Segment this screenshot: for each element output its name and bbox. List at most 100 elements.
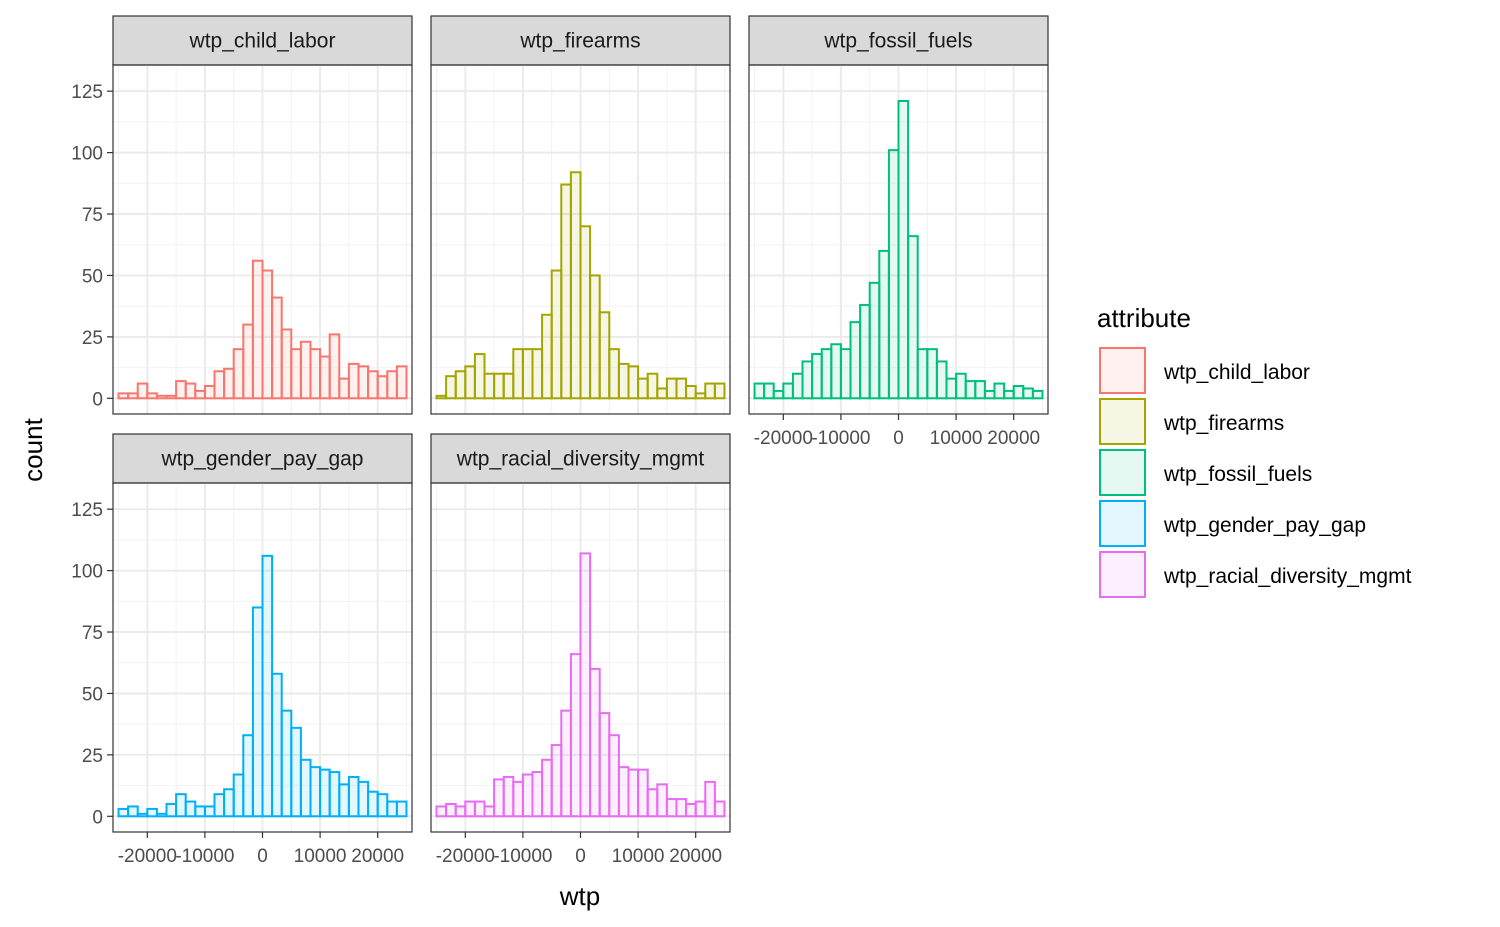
histogram-bar bbox=[483, 805, 496, 818]
histogram-bar bbox=[165, 803, 178, 818]
y-tick-label: 100 bbox=[71, 562, 103, 583]
x-tick-label: 20000 bbox=[987, 428, 1040, 449]
strip-background bbox=[112, 15, 413, 66]
legend-key-background bbox=[1099, 398, 1146, 445]
histogram-bar bbox=[242, 734, 254, 818]
histogram-bar bbox=[136, 812, 149, 818]
x-tick-label: -20000 bbox=[436, 846, 495, 867]
y-tick-label: 75 bbox=[82, 205, 103, 226]
histogram-bar bbox=[550, 744, 563, 818]
histogram-bar bbox=[820, 348, 833, 400]
histogram-bar bbox=[473, 800, 486, 818]
histogram-bar bbox=[473, 353, 486, 400]
histogram-bar bbox=[935, 360, 948, 400]
strip-label: wtp_racial_diversity_mgmt bbox=[456, 448, 705, 471]
strip-background bbox=[112, 433, 413, 484]
legend-key-background bbox=[1099, 551, 1146, 598]
histogram-bar bbox=[184, 800, 197, 818]
histogram-bar bbox=[386, 800, 398, 818]
histogram-bar bbox=[521, 773, 534, 818]
histogram-bar bbox=[608, 734, 620, 818]
histogram-bar bbox=[299, 758, 312, 818]
histogram-bar bbox=[203, 385, 216, 400]
x-tick-label: 0 bbox=[575, 846, 586, 867]
histogram-bar bbox=[155, 394, 168, 400]
histogram-bar bbox=[146, 807, 158, 818]
legend-key bbox=[1099, 551, 1146, 598]
legend-key bbox=[1099, 500, 1146, 547]
histogram-bar bbox=[964, 380, 977, 400]
histogram-bar bbox=[579, 552, 592, 818]
histogram-bar bbox=[261, 269, 274, 400]
panel-wtp_racial_diversity_mgmt: wtp_racial_diversity_mgmt -20000-10000 0 10… bbox=[430, 433, 731, 867]
panel-border bbox=[112, 64, 413, 415]
histogram-bar bbox=[338, 377, 350, 400]
x-tick-label: -10000 bbox=[493, 846, 552, 867]
x-tick-label: 10000 bbox=[294, 846, 347, 867]
histogram-bar bbox=[897, 100, 910, 400]
panel-wtp_fossil_fuels: wtp_fossil_fuels -20000-10000 0 10000 20000 bbox=[748, 15, 1049, 449]
histogram-bar bbox=[299, 340, 312, 400]
x-tick-label: -10000 bbox=[811, 428, 870, 449]
histogram-bar bbox=[704, 780, 716, 818]
histogram-bar bbox=[127, 805, 139, 818]
histogram-bar bbox=[926, 348, 938, 400]
histogram-bar bbox=[675, 377, 688, 400]
x-tick-label: 20000 bbox=[669, 846, 722, 867]
histogram-bar bbox=[223, 788, 235, 818]
histogram-bar bbox=[569, 171, 582, 400]
histogram-bar bbox=[955, 372, 967, 400]
histogram-bar bbox=[713, 382, 726, 400]
x-tick-label: 10000 bbox=[930, 428, 983, 449]
histogram-bar bbox=[608, 348, 620, 400]
y-tick-label: 25 bbox=[82, 746, 103, 767]
legend-label: wtp_racial_diversity_mgmt bbox=[1163, 565, 1412, 588]
histogram-bar bbox=[213, 370, 226, 400]
histogram-bar bbox=[155, 812, 168, 818]
y-tick-label: 0 bbox=[92, 389, 103, 410]
strip-background bbox=[430, 433, 731, 484]
histogram-bar bbox=[907, 235, 919, 400]
legend-key-background bbox=[1099, 347, 1146, 394]
histogram-bar bbox=[175, 380, 187, 400]
strip-background bbox=[748, 15, 1049, 66]
histogram-bar bbox=[493, 778, 505, 818]
legend-label: wtp_child_labor bbox=[1163, 361, 1310, 384]
y-axis-title: count bbox=[18, 417, 48, 481]
histogram-bar bbox=[309, 348, 322, 400]
legend-label: wtp_gender_pay_gap bbox=[1163, 514, 1366, 537]
histogram-bar bbox=[464, 365, 476, 400]
histogram-bar bbox=[1031, 389, 1044, 400]
histogram-bar bbox=[223, 367, 235, 400]
histogram-bar bbox=[232, 773, 245, 818]
histogram-bar bbox=[887, 149, 900, 400]
histogram-bar bbox=[232, 348, 245, 400]
histogram-bar bbox=[811, 353, 823, 400]
histogram-bar bbox=[127, 392, 139, 400]
histogram-bar bbox=[251, 606, 264, 818]
legend-key-background bbox=[1099, 500, 1146, 547]
histogram-bar bbox=[376, 375, 389, 400]
histogram-bar bbox=[367, 790, 379, 818]
histogram-bar bbox=[165, 394, 178, 400]
histogram-bar bbox=[146, 392, 158, 400]
legend-key-background bbox=[1099, 449, 1146, 496]
histogram-bar bbox=[347, 362, 360, 400]
histogram-bar bbox=[704, 382, 716, 400]
histogram-bar bbox=[763, 382, 775, 400]
y-tick-label: 25 bbox=[82, 328, 103, 349]
histogram-bar bbox=[830, 343, 842, 400]
x-tick-label: -20000 bbox=[754, 428, 813, 449]
histogram-bar bbox=[357, 780, 370, 818]
histogram-bar bbox=[261, 554, 274, 818]
histogram-bar bbox=[945, 377, 958, 400]
histogram-bar bbox=[791, 372, 804, 400]
histogram-bar bbox=[637, 768, 649, 818]
histogram-bar bbox=[916, 348, 929, 400]
panel-border bbox=[430, 64, 731, 415]
histogram-bar bbox=[646, 372, 659, 400]
histogram-bar bbox=[560, 183, 572, 400]
histogram-bar bbox=[483, 372, 496, 400]
x-tick-label: 20000 bbox=[351, 846, 404, 867]
legend-key bbox=[1099, 449, 1146, 496]
